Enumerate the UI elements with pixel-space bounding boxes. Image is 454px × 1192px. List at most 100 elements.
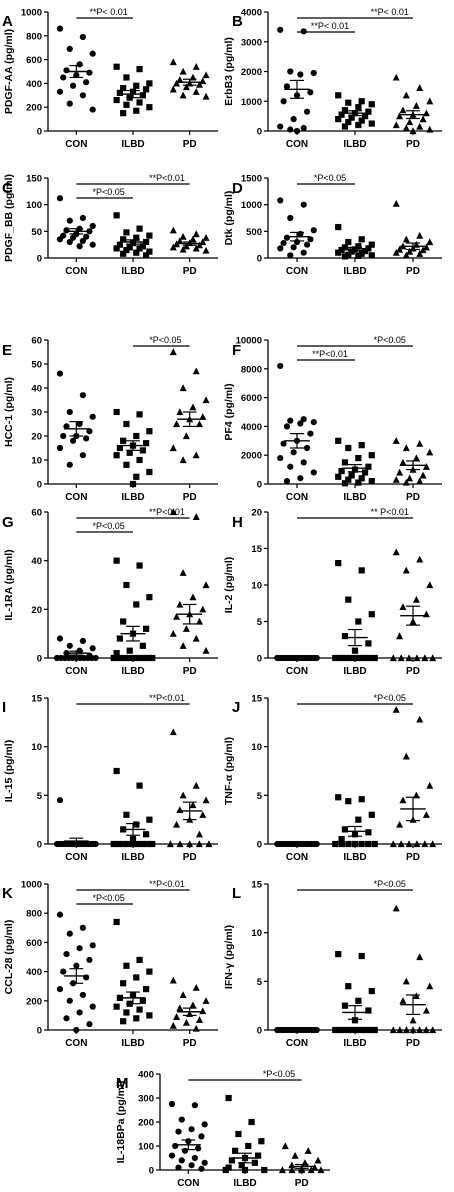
data-point (79, 214, 86, 222)
data-point (136, 956, 143, 964)
data-point (146, 816, 153, 823)
data-point (169, 243, 177, 251)
data-point (126, 244, 133, 251)
y-tick-label: 5 (257, 791, 263, 802)
data-point (92, 840, 99, 848)
data-point (368, 611, 375, 618)
data-point (195, 241, 203, 249)
y-tick-label: 30 (31, 408, 42, 419)
data-point (310, 227, 317, 234)
data-point (368, 478, 375, 485)
data-point (120, 1018, 127, 1025)
y-tick-label: 0 (37, 127, 42, 138)
data-point (116, 654, 123, 662)
data-point (66, 238, 73, 246)
data-point (173, 1013, 181, 1020)
data-point (361, 247, 369, 255)
data-point (123, 962, 130, 969)
data-point (287, 214, 294, 222)
data-point (255, 1152, 262, 1159)
data-point (248, 1118, 255, 1126)
data-point (341, 253, 349, 260)
data-point (129, 480, 137, 488)
data-point (139, 642, 146, 649)
data-point (416, 231, 424, 239)
data-point (169, 58, 177, 66)
significance-label: **P<0.01 (312, 349, 348, 359)
data-point (261, 1166, 268, 1174)
data-point (60, 74, 67, 81)
data-point (195, 420, 203, 428)
data-point (338, 467, 345, 475)
data-point (365, 654, 373, 662)
y-tick-label: 0 (257, 654, 262, 665)
data-point (332, 654, 339, 662)
data-point (345, 1026, 352, 1034)
data-point (199, 1007, 207, 1015)
data-point (345, 476, 352, 483)
data-point (89, 413, 96, 420)
data-point (182, 625, 190, 632)
y-tick-label: 0 (37, 480, 42, 491)
data-point (143, 440, 150, 447)
data-point (113, 212, 120, 219)
data-point (169, 508, 177, 516)
data-point (113, 408, 120, 416)
data-point (426, 97, 434, 105)
data-point (79, 991, 86, 999)
data-point (412, 992, 420, 1000)
data-point (79, 924, 86, 931)
x-tick-label: ILBD (233, 1178, 256, 1189)
data-point (365, 1007, 372, 1014)
y-tick-label: 1000 (241, 200, 262, 211)
data-point (310, 469, 317, 476)
y-tick-label: 15 (251, 544, 262, 555)
y-axis-label: IL-2 (pg/ml) (223, 557, 235, 614)
data-point (56, 25, 64, 32)
y-axis-label: PF4 (pg/ml) (223, 383, 235, 440)
data-point (277, 197, 284, 204)
data-point (409, 1016, 417, 1024)
data-point (365, 640, 372, 647)
data-point (144, 840, 151, 848)
data-point (113, 650, 120, 657)
data-point (354, 654, 361, 662)
data-point (189, 801, 197, 809)
data-point (338, 111, 345, 118)
x-tick-label: ILBD (343, 852, 366, 863)
data-point (166, 840, 174, 848)
y-axis-label: HCC-1 (pg/ml) (3, 377, 15, 447)
data-point (345, 596, 352, 603)
y-tick-label: 40 (31, 556, 42, 567)
data-point (146, 594, 153, 601)
data-point (409, 127, 417, 135)
data-point (365, 463, 372, 470)
data-point (133, 249, 140, 256)
data-point (202, 647, 210, 654)
data-point (139, 840, 146, 848)
data-point (202, 71, 210, 79)
data-point (56, 635, 64, 642)
data-point (367, 1026, 374, 1034)
y-axis-label: PDGF-AA (pg/ml) (3, 29, 15, 114)
panel-k: K CCL-28 (pg/ml) 0 200 400 600 800 1000 CON ILBD P… (2, 879, 218, 1049)
data-point (56, 797, 64, 804)
data-point (189, 593, 197, 601)
data-point (392, 548, 400, 556)
data-point (335, 116, 342, 123)
data-point (304, 1147, 312, 1154)
data-point (191, 1102, 198, 1109)
data-point (303, 108, 311, 115)
data-point (178, 1157, 185, 1164)
data-point (179, 245, 187, 253)
data-point (405, 654, 413, 662)
significance-label: *P<0.05 (374, 335, 406, 345)
data-point (298, 1166, 306, 1174)
y-tick-label: 2000 (241, 451, 262, 462)
y-tick-label: 0 (37, 254, 42, 265)
x-tick-label: CON (65, 852, 87, 863)
data-point (120, 110, 127, 117)
x-tick-label: PD (183, 852, 197, 863)
data-point (341, 633, 349, 640)
data-point (277, 123, 284, 130)
